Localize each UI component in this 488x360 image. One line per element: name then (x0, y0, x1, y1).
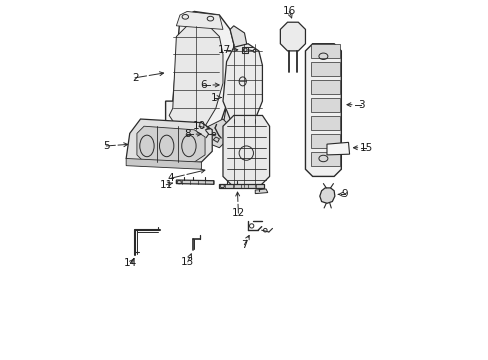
Text: 11: 11 (160, 180, 173, 190)
Polygon shape (201, 119, 230, 148)
Text: 3: 3 (357, 100, 364, 110)
Polygon shape (242, 46, 247, 53)
Text: 15: 15 (359, 143, 372, 153)
Polygon shape (223, 44, 262, 126)
Text: 17: 17 (217, 45, 230, 55)
Text: 9: 9 (341, 189, 347, 199)
Text: 6: 6 (200, 80, 206, 90)
Text: 4: 4 (167, 173, 174, 183)
Polygon shape (280, 22, 305, 51)
Polygon shape (176, 180, 214, 184)
Polygon shape (326, 142, 349, 155)
Polygon shape (137, 126, 204, 162)
Text: 12: 12 (231, 208, 244, 218)
Text: 14: 14 (123, 258, 137, 268)
Polygon shape (126, 158, 201, 169)
Polygon shape (176, 12, 223, 30)
Polygon shape (305, 44, 341, 176)
Polygon shape (223, 26, 247, 134)
Text: 2: 2 (132, 73, 138, 83)
Polygon shape (310, 80, 339, 94)
Text: 7: 7 (241, 239, 247, 249)
Text: 5: 5 (103, 141, 109, 151)
Text: 8: 8 (183, 129, 190, 139)
Polygon shape (126, 119, 212, 166)
Polygon shape (219, 184, 264, 188)
Polygon shape (310, 98, 339, 112)
Polygon shape (310, 134, 339, 148)
Polygon shape (165, 12, 233, 144)
Text: 10: 10 (192, 121, 205, 131)
Text: 13: 13 (181, 257, 194, 267)
Polygon shape (310, 62, 339, 76)
Polygon shape (213, 137, 219, 142)
Polygon shape (223, 116, 269, 187)
Text: 16: 16 (282, 6, 295, 17)
Polygon shape (310, 152, 339, 166)
Polygon shape (310, 44, 339, 58)
Polygon shape (319, 188, 334, 203)
Polygon shape (255, 189, 267, 194)
Text: 1: 1 (210, 93, 217, 103)
Polygon shape (310, 116, 339, 130)
Polygon shape (169, 26, 223, 134)
